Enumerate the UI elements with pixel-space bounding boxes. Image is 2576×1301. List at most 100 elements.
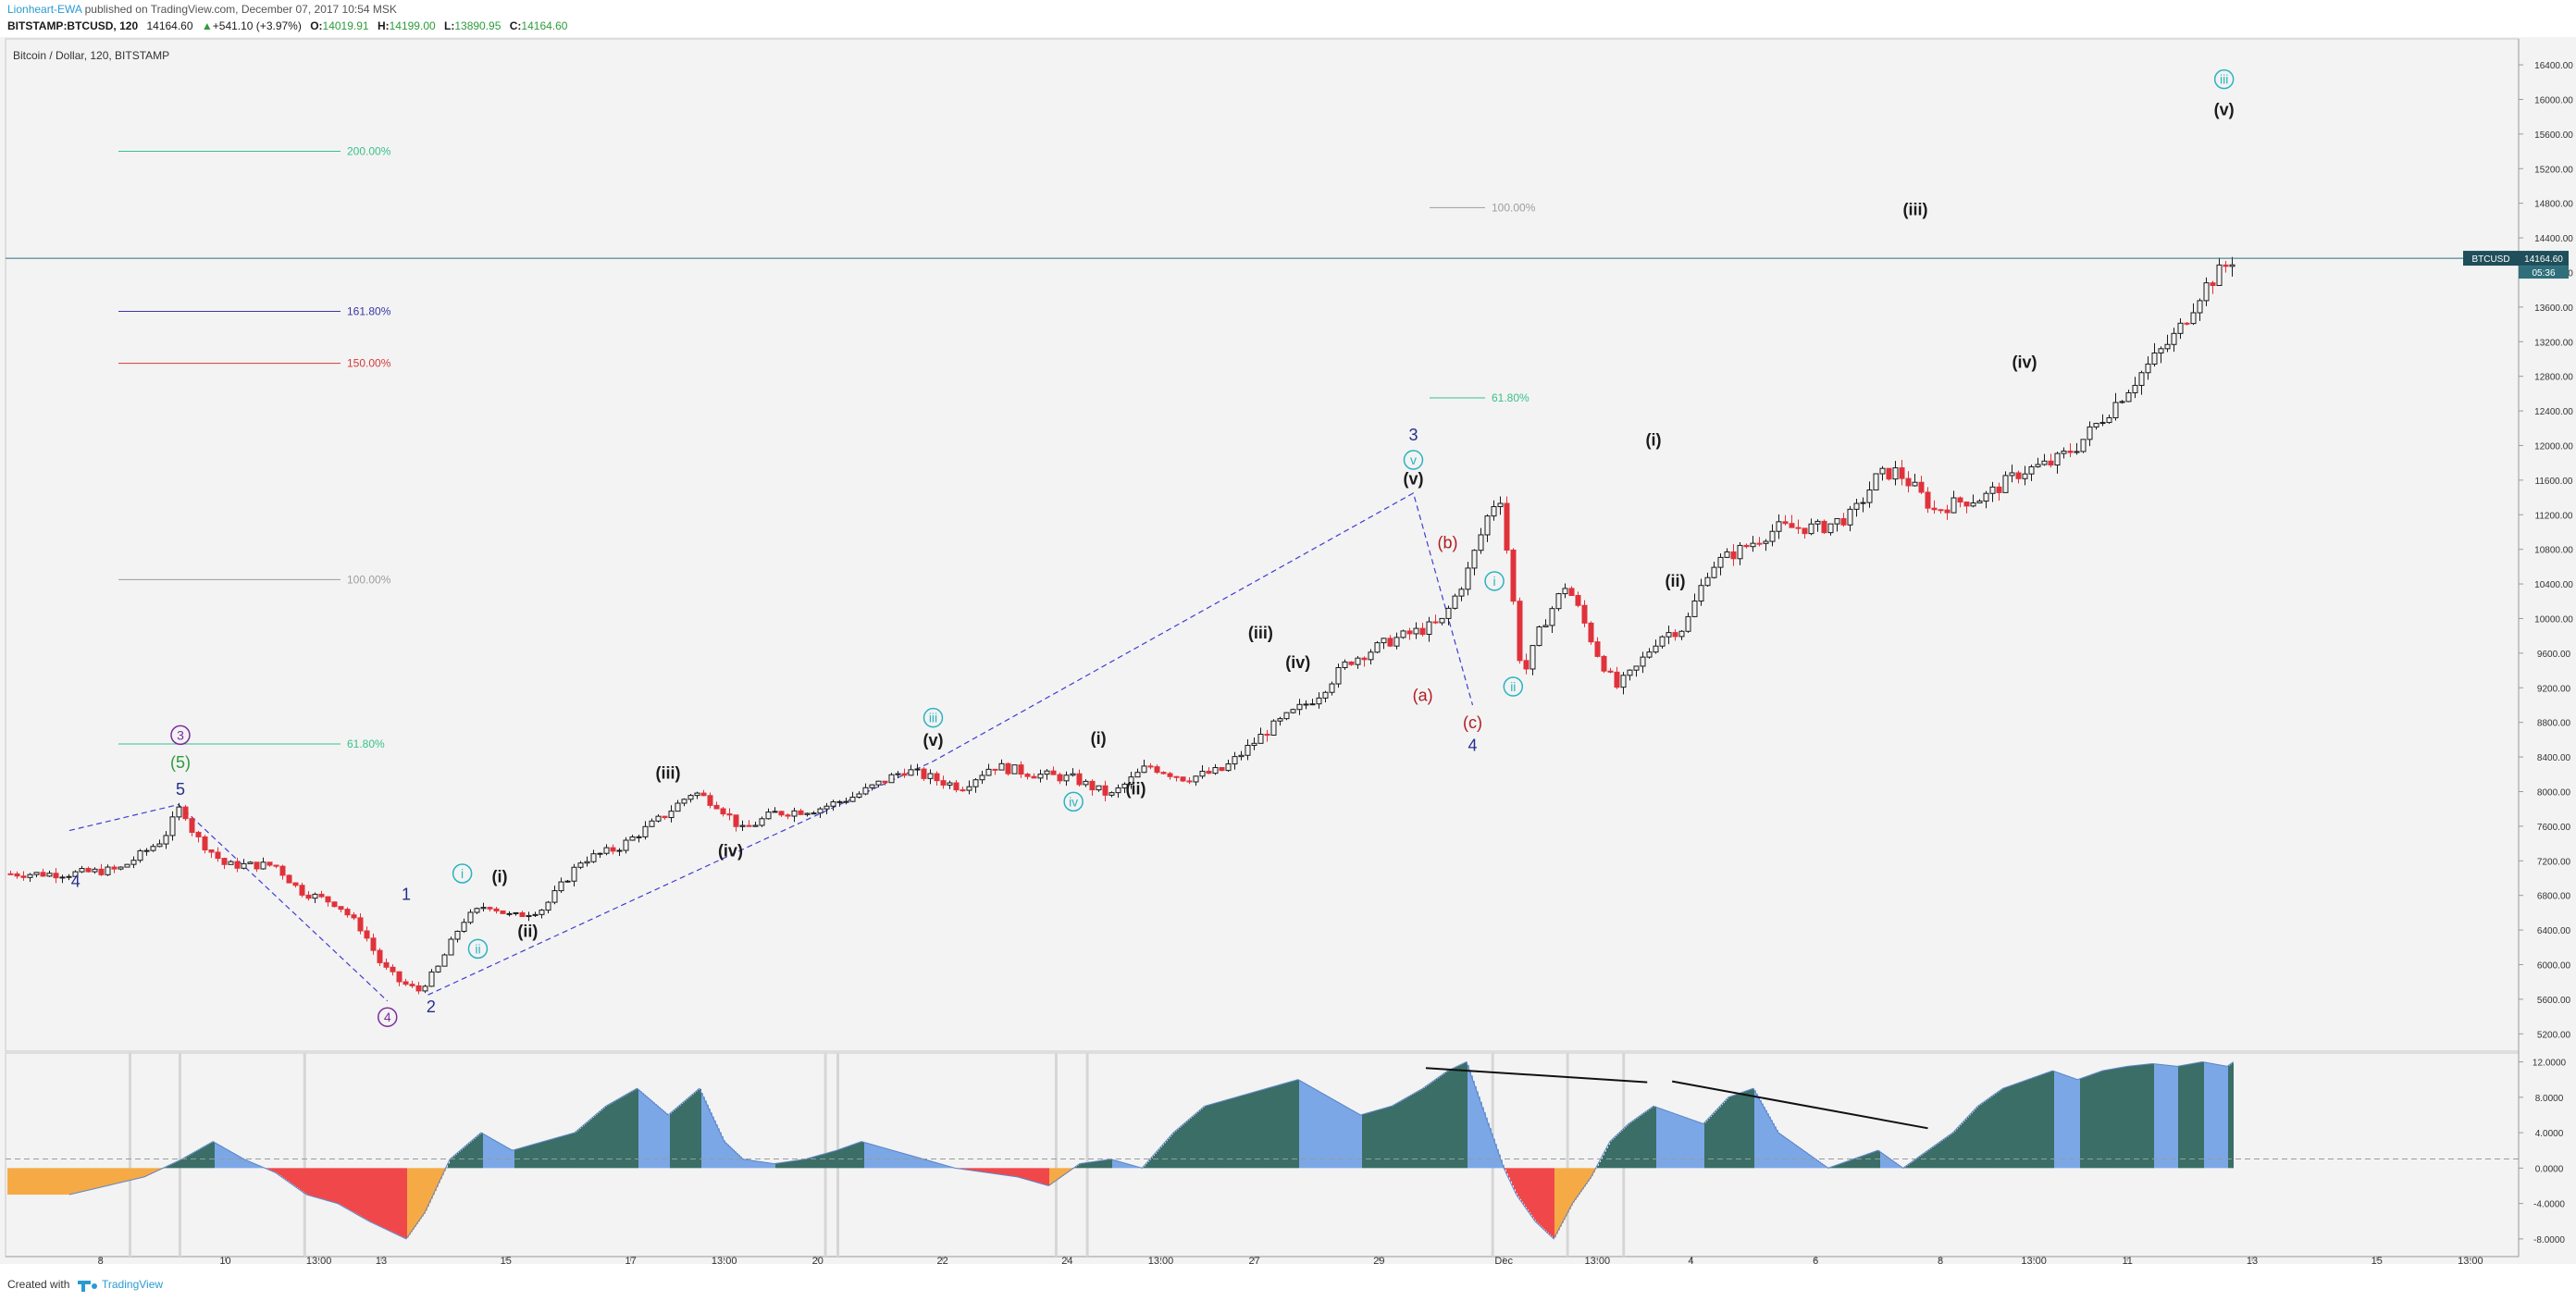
series-legend[interactable]: Bitcoin / Dollar, 120, BITSTAMP	[13, 49, 169, 62]
fibonacci-levels[interactable]: 200.00%161.80%150.00%100.00%61.80%100.00…	[118, 145, 1536, 751]
wave-label[interactable]: (iii)	[1248, 624, 1273, 642]
osc-bar	[431, 1168, 433, 1199]
oscillator-trendlines[interactable]	[1425, 1067, 1928, 1130]
osc-bar	[1801, 1148, 1802, 1169]
osc-bar	[960, 1168, 962, 1170]
osc-bar	[1347, 1107, 1349, 1169]
osc-bar	[1262, 1089, 1264, 1169]
osc-bar	[398, 1168, 400, 1235]
osc-bar	[339, 1168, 341, 1205]
candle-body	[1465, 567, 1471, 590]
wave-label[interactable]: (ii)	[1666, 572, 1686, 590]
osc-bar	[500, 1143, 502, 1169]
osc-bar	[1044, 1168, 1046, 1185]
candle-body	[914, 768, 921, 771]
candle-body	[1147, 765, 1154, 768]
osc-bar	[1567, 1168, 1569, 1213]
wave-label[interactable]: v	[1410, 452, 1417, 467]
time-axis[interactable]: 8 10 13:00 13 15 17 13:00 20 22 24 13:00 27 29 Dec 13:…	[98, 1256, 2483, 1267]
osc-bar	[1221, 1101, 1223, 1169]
wave-channel-lines[interactable]	[68, 492, 1474, 1002]
osc-bar	[949, 1166, 951, 1169]
osc-bar	[2163, 1064, 2165, 1169]
wave-label[interactable]: 3	[1408, 426, 1418, 444]
wave-channel-line[interactable]	[427, 492, 1474, 996]
osc-trendline[interactable]	[1425, 1067, 1648, 1084]
osc-trendline[interactable]	[1671, 1080, 1928, 1130]
wave-label[interactable]: (v)	[1403, 470, 1423, 489]
osc-bar	[613, 1102, 614, 1169]
candle-body	[1983, 492, 1989, 502]
wave-label[interactable]: i	[461, 866, 464, 881]
candle-body	[1743, 544, 1750, 548]
wave-label[interactable]: (iii)	[656, 763, 681, 782]
wave-label[interactable]: (iv)	[718, 842, 743, 861]
wave-label[interactable]: i	[1493, 574, 1496, 589]
wave-label[interactable]: (v)	[2214, 100, 2235, 118]
osc-bar	[981, 1168, 983, 1172]
time-tick-label: 6	[1813, 1256, 1818, 1267]
price-tick-label: 16000.00	[2534, 95, 2573, 105]
osc-bar	[1606, 1147, 1608, 1169]
wave-label[interactable]: 5	[176, 780, 185, 799]
wave-label[interactable]: (a)	[1413, 686, 1433, 704]
wave-label[interactable]: iv	[1069, 794, 1078, 809]
osc-bar	[1053, 1168, 1055, 1183]
quote-o-label: O:	[310, 19, 322, 32]
wave-label[interactable]: 1	[402, 885, 411, 903]
wave-label[interactable]: (v)	[923, 731, 943, 750]
wave-label[interactable]: (iv)	[1285, 653, 1310, 672]
osc-bar	[2152, 1063, 2154, 1169]
candle-body	[20, 875, 27, 878]
wave-label[interactable]: (5)	[170, 753, 191, 772]
osc-bar	[885, 1147, 886, 1169]
wave-label[interactable]: 4	[71, 872, 80, 890]
wave-label[interactable]: 4	[1468, 737, 1477, 755]
wave-label[interactable]: (ii)	[517, 923, 538, 941]
osc-bar	[566, 1134, 568, 1169]
candle-body	[713, 804, 720, 810]
osc-bar	[233, 1153, 235, 1169]
wave-channel-line[interactable]	[68, 803, 389, 1002]
wave-label[interactable]: ii	[1510, 679, 1516, 694]
osc-bar	[1214, 1103, 1216, 1169]
wave-label[interactable]: (iii)	[1903, 201, 1928, 219]
wave-label[interactable]: ii	[475, 941, 480, 956]
candle-body	[396, 971, 402, 983]
candle-body	[2009, 472, 2015, 477]
candle-body	[2112, 402, 2119, 418]
osc-bar	[1715, 1110, 1717, 1169]
candle-body	[1432, 621, 1439, 624]
wave-label[interactable]: (b)	[1438, 534, 1458, 552]
wave-label[interactable]: (iv)	[2012, 353, 2037, 371]
candle-body	[2223, 264, 2229, 267]
candle-body	[1834, 517, 1840, 525]
candle-body	[2106, 416, 2112, 424]
wave-label[interactable]: (i)	[492, 868, 508, 886]
osc-bar	[1695, 1121, 1697, 1169]
wave-label[interactable]: (i)	[1091, 729, 1107, 748]
osc-bar	[96, 1168, 98, 1189]
osc-bar	[2189, 1064, 2191, 1169]
wave-label[interactable]: 4	[384, 1010, 391, 1024]
wave-label[interactable]: (ii)	[1126, 779, 1146, 798]
wave-label[interactable]: 2	[427, 997, 436, 1016]
wave-label[interactable]: 3	[177, 727, 184, 742]
author-link[interactable]: Lionheart-EWA	[7, 3, 82, 16]
wave-label[interactable]: (i)	[1645, 430, 1661, 449]
wave-label[interactable]: iii	[2220, 72, 2228, 87]
candle-body	[1886, 467, 1892, 480]
wave-label[interactable]: iii	[929, 711, 937, 725]
osc-bar	[320, 1168, 322, 1199]
osc-bar	[679, 1105, 681, 1169]
osc-bar	[2136, 1065, 2137, 1169]
osc-bar	[605, 1106, 607, 1169]
osc-bar	[1440, 1076, 1442, 1169]
osc-bar	[2112, 1069, 2113, 1169]
footer-brand-link[interactable]: TradingView	[102, 1278, 163, 1291]
wave-label[interactable]: (c)	[1463, 713, 1482, 732]
osc-bar	[857, 1143, 859, 1169]
